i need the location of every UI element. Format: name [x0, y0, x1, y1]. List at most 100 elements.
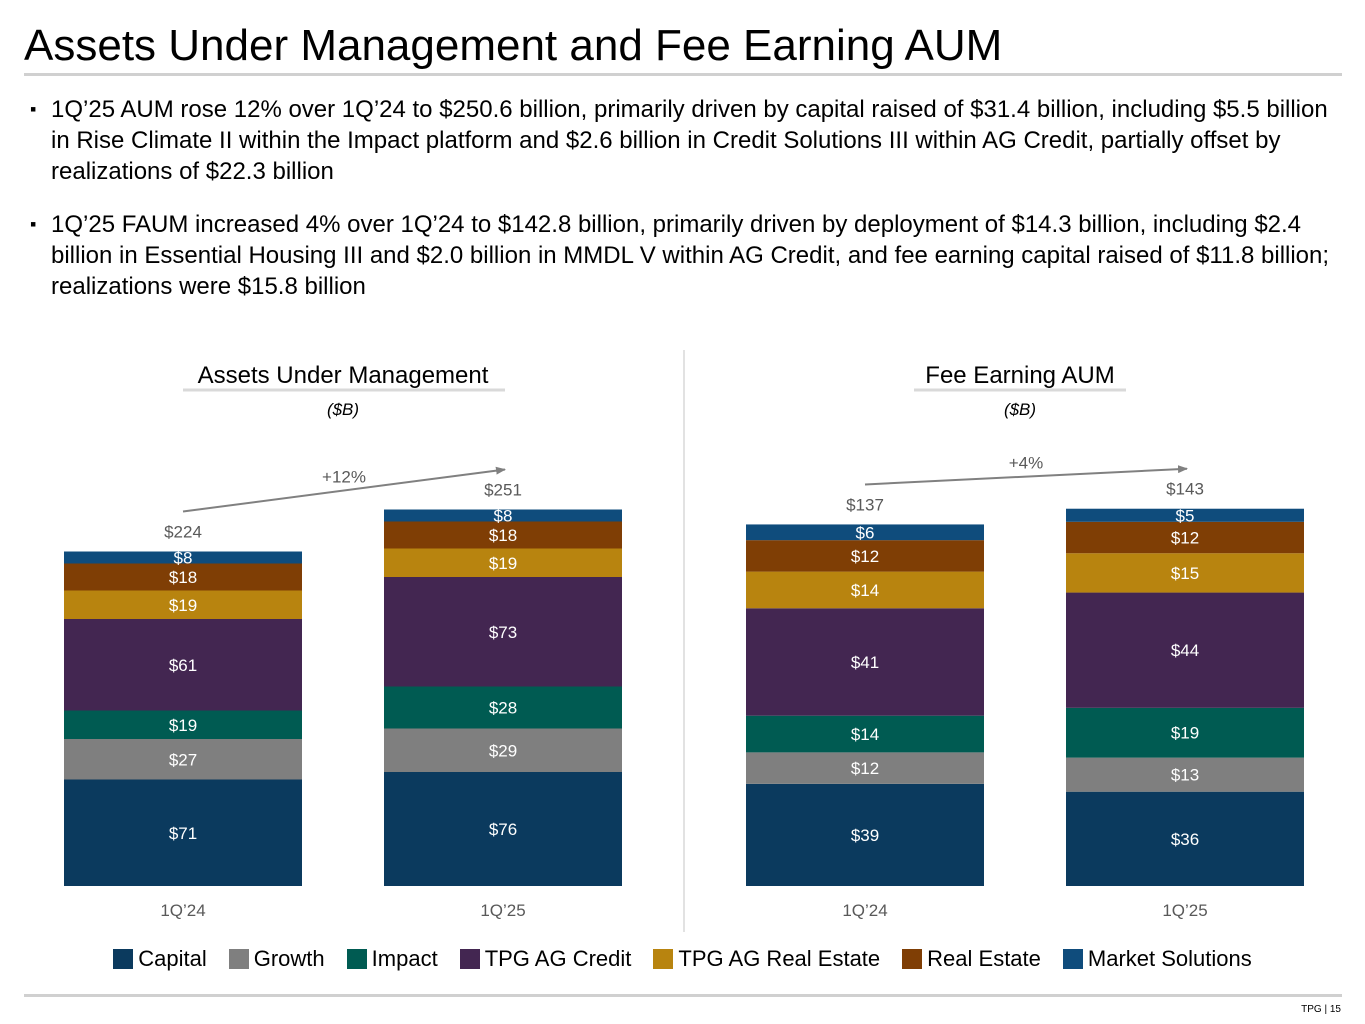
legend-swatch	[902, 949, 923, 969]
bar-segment	[746, 752, 984, 784]
bullet-text: 1Q’25 FAUM increased 4% over 1Q’24 to $1…	[51, 211, 1330, 300]
legend-label: Growth	[253, 946, 325, 971]
chart-title: Fee Earning AUM	[925, 362, 1114, 389]
bar-value-label: $76	[489, 820, 517, 839]
bar-segment	[746, 783, 984, 886]
legend-item-growth: Growth	[228, 946, 325, 972]
bar-value-label: $44	[1171, 641, 1199, 660]
bar-value-label: $15	[1171, 564, 1199, 583]
growth-label: +12%	[322, 468, 366, 487]
legend-label: Capital	[138, 946, 207, 971]
bar-value-label: $19	[169, 716, 197, 735]
legend-item-capital: Capital	[113, 946, 207, 972]
bar-segment	[746, 571, 984, 609]
bar-value-label: $29	[489, 741, 517, 760]
bar-value-label: $8	[174, 549, 193, 568]
bullet-marker: ▪	[30, 214, 37, 234]
title-divider	[24, 73, 1342, 76]
legend-label: TPG AG Real Estate	[678, 946, 881, 971]
bar-segment	[1066, 707, 1304, 758]
bar-segment	[1066, 757, 1304, 792]
bar-value-label: $12	[851, 547, 879, 566]
bar-segment	[64, 710, 302, 739]
legend-item-tpg-ag-real-estate: TPG AG Real Estate	[653, 946, 880, 972]
bullet-item: ▪ 1Q’25 FAUM increased 4% over 1Q’24 to …	[30, 209, 1340, 302]
legend-swatch	[346, 949, 367, 969]
legend-label: TPG AG Credit	[484, 946, 632, 971]
legend-label: Impact	[371, 946, 438, 971]
legend-swatch	[1062, 949, 1083, 969]
growth-arrow	[182, 466, 506, 513]
bar-value-label: $18	[169, 568, 197, 587]
bullet-item: ▪ 1Q’25 AUM rose 12% over 1Q’24 to $250.…	[30, 94, 1340, 187]
page-title: Assets Under Management and Fee Earning …	[24, 21, 1003, 70]
bar-segment	[384, 577, 622, 687]
legend-swatch	[653, 949, 674, 969]
bar-total-label: $251	[484, 481, 522, 500]
bar-value-label: $61	[169, 656, 197, 675]
chart-legend: Capital Growth Impact TPG AG Credit TPG …	[0, 946, 1365, 972]
bar-segment	[1066, 592, 1304, 708]
bullet-text: 1Q’25 AUM rose 12% over 1Q’24 to $250.6 …	[51, 96, 1328, 185]
bar-value-label: $12	[1171, 529, 1199, 548]
legend-item-real-estate: Real Estate	[902, 946, 1041, 972]
footer-divider	[24, 994, 1342, 997]
bar-value-label: $27	[169, 750, 197, 769]
bar-value-label: $73	[489, 623, 517, 642]
bar-total-label: $224	[164, 523, 202, 542]
chart-faum: Fee Earning AUM ($B) $39 $12 $14 $41 $14 $12 $6 $…	[746, 362, 1304, 920]
bar-value-label: $18	[489, 526, 517, 545]
bar-segment	[64, 590, 302, 619]
bar-segment	[64, 563, 302, 591]
bar-segment	[1066, 521, 1304, 554]
legend-item-tpg-ag-credit: TPG AG Credit	[459, 946, 632, 972]
legend-item-market-solutions: Market Solutions	[1062, 946, 1252, 972]
bar-value-label: $19	[489, 554, 517, 573]
bar-value-label: $14	[851, 581, 879, 600]
bar-segment	[64, 779, 302, 886]
bar-segment	[1066, 553, 1304, 593]
bar-segment	[64, 619, 302, 711]
bar-value-label: $71	[169, 824, 197, 843]
bar-value-label: $39	[851, 826, 879, 845]
chart-subtitle: ($B)	[327, 400, 359, 419]
legend-label: Market Solutions	[1087, 946, 1252, 971]
bar-segment	[384, 509, 622, 522]
x-tick-label: 1Q’24	[160, 901, 205, 920]
legend-swatch	[459, 949, 480, 969]
x-tick-label: 1Q’25	[1162, 901, 1207, 920]
bar-total-label: $143	[1166, 480, 1204, 499]
legend-item-impact: Impact	[346, 946, 438, 972]
bar-value-label: $19	[169, 596, 197, 615]
bar-segment	[384, 686, 622, 729]
bar-segment	[384, 521, 622, 549]
legend-label: Real Estate	[927, 946, 1041, 971]
bar-value-label: $36	[1171, 830, 1199, 849]
bar-segment	[384, 772, 622, 886]
bar-segment	[384, 728, 622, 772]
growth-label: +4%	[1009, 454, 1044, 473]
charts-area: Assets Under Management ($B) $71 $27 $19 $61 $…	[64, 350, 1304, 932]
legend-swatch	[113, 949, 134, 969]
bar-value-label: $28	[489, 699, 517, 718]
bar-value-label: $13	[1171, 766, 1199, 785]
growth-arrow	[864, 465, 1188, 486]
bar-value-label: $12	[851, 759, 879, 778]
bar-value-label: $41	[851, 653, 879, 672]
bar-value-label: $19	[1171, 724, 1199, 743]
x-tick-label: 1Q’24	[842, 901, 887, 920]
chart-subtitle: ($B)	[1004, 400, 1036, 419]
bar-segment	[64, 551, 302, 564]
bullet-list: ▪ 1Q’25 AUM rose 12% over 1Q’24 to $250.…	[30, 94, 1340, 324]
bar-segment	[384, 548, 622, 577]
bar-segment	[746, 608, 984, 716]
bar-value-label: $8	[494, 507, 513, 526]
bar-segment	[64, 739, 302, 780]
bar-value-label: $6	[856, 523, 875, 542]
bar-value-label: $5	[1176, 506, 1195, 525]
bar-total-label: $137	[846, 495, 884, 514]
x-tick-label: 1Q’25	[480, 901, 525, 920]
bar-segment	[1066, 508, 1304, 522]
page-number: TPG | 15	[1301, 1004, 1341, 1015]
legend-swatch	[228, 949, 249, 969]
